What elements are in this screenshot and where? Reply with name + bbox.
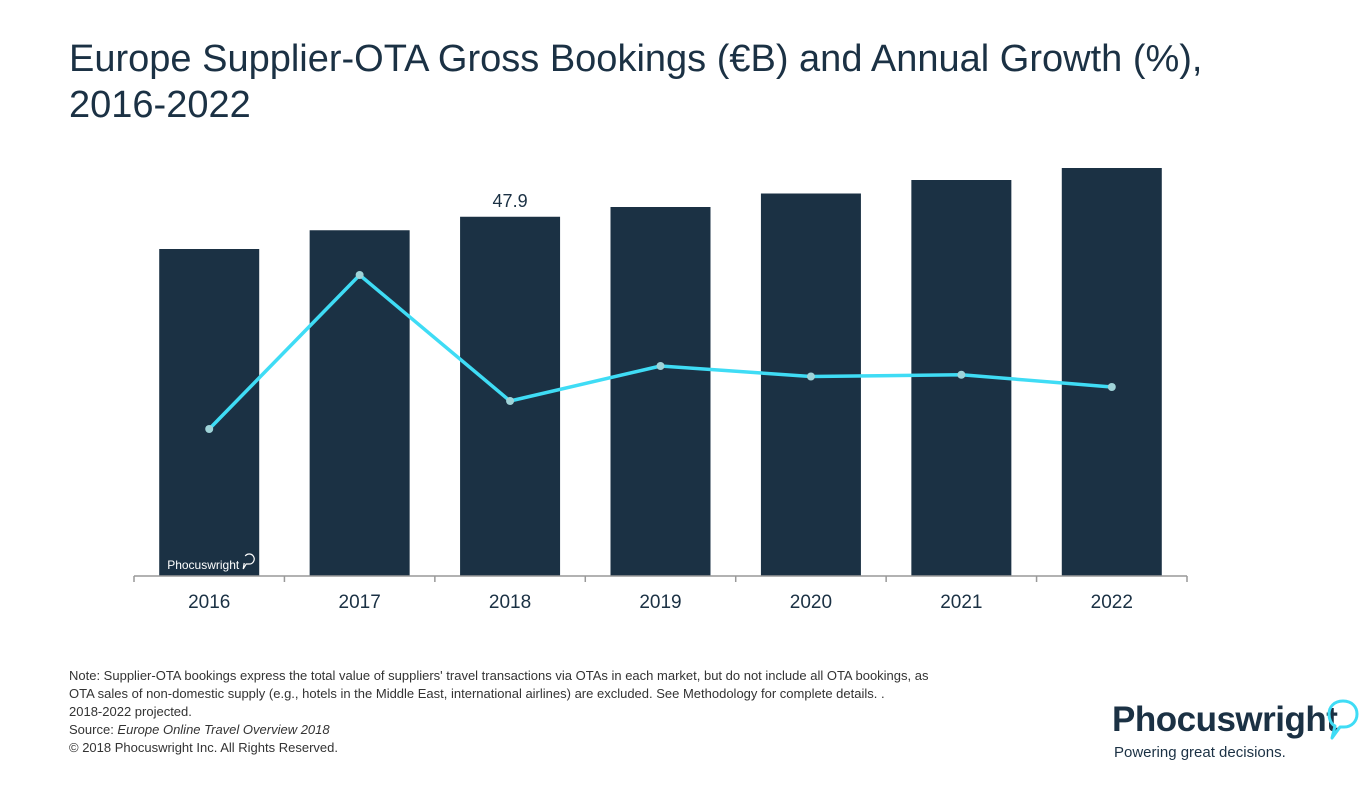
watermark-bubble-icon (242, 553, 255, 570)
x-tick-label-2022: 2022 (1091, 592, 1133, 613)
source-title: Europe Online Travel Overview 2018 (117, 722, 330, 737)
bar-2016 (159, 249, 260, 576)
x-tick-label-2019: 2019 (639, 592, 681, 613)
growth-point-2017 (355, 271, 364, 279)
bar-2022 (1061, 168, 1162, 576)
x-tick-label-2017: 2017 (339, 592, 381, 613)
growth-point-2019 (656, 362, 665, 370)
growth-point-2021 (957, 370, 966, 379)
logo-wordmark: Phocuswright (1112, 700, 1338, 739)
growth-point-2016 (205, 425, 214, 433)
watermark-text: Phocuswright (167, 558, 240, 572)
source-prefix: Source: (69, 722, 118, 737)
chart-notes: Note: Supplier-OTA bookings express the … (69, 667, 1049, 757)
bar-2018 (460, 216, 561, 576)
logo-tagline: Powering great decisions. (1114, 744, 1286, 761)
x-tick-label-2021: 2021 (940, 592, 982, 613)
x-tick-label-2020: 2020 (790, 592, 832, 613)
note-line-3: 2018-2022 projected. (69, 704, 192, 719)
bar-line-chart: Phocuswright 2016 2017 2018 2019 2020 2021 2022… (133, 168, 1188, 613)
x-tick-label-2018: 2018 (489, 592, 531, 613)
growth-point-2018 (506, 397, 515, 405)
note-line-2: OTA sales of non-domestic supply (e.g., … (69, 686, 885, 701)
bar-2020 (760, 193, 861, 576)
copyright: © 2018 Phocuswright Inc. All Rights Rese… (69, 740, 338, 755)
speech-bubble-icon (1327, 699, 1359, 740)
data-label-2018: 47.9 (493, 191, 528, 211)
bar-2019 (610, 207, 711, 576)
chart-title: Europe Supplier-OTA Gross Bookings (€B) … (69, 38, 1203, 126)
phocuswright-logo: Phocuswright Powering great decisions. (1112, 699, 1362, 770)
growth-point-2020 (806, 372, 815, 381)
x-tick-label-2016: 2016 (188, 592, 230, 613)
growth-point-2022 (1107, 383, 1116, 391)
note-line-1: Note: Supplier-OTA bookings express the … (69, 668, 929, 683)
bar-2017 (309, 230, 410, 576)
source-line: Source: Europe Online Travel Overview 20… (69, 721, 1049, 739)
